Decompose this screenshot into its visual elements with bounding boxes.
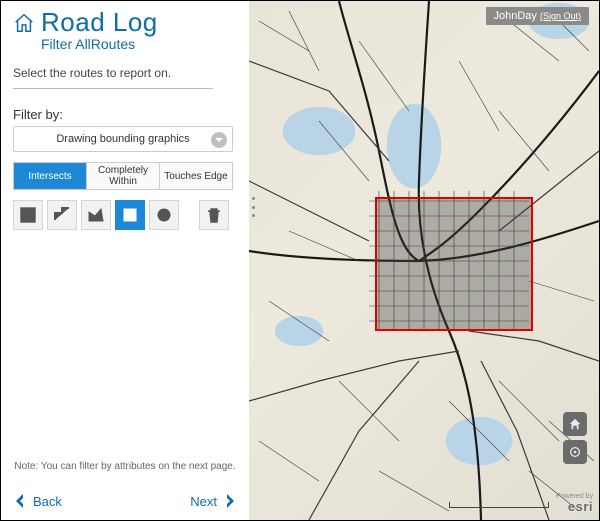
app-title: Road Log xyxy=(41,7,158,38)
title-row: Road Log xyxy=(13,7,237,38)
map-controls xyxy=(563,412,587,464)
segment-completely-within[interactable]: Completely Within xyxy=(87,163,160,189)
next-button[interactable]: Next xyxy=(190,492,239,510)
selection-bounding-box[interactable] xyxy=(375,197,533,331)
chevron-right-icon xyxy=(221,492,239,510)
home-extent-button[interactable] xyxy=(563,412,587,436)
tool-rectangle[interactable] xyxy=(115,200,145,230)
locate-button[interactable] xyxy=(563,440,587,464)
segment-intersects[interactable]: Intersects xyxy=(14,163,87,189)
panel-resize-handle[interactable] xyxy=(250,197,256,217)
user-badge: JohnDay (Sign Out) xyxy=(486,7,590,25)
nav-row: Back Next xyxy=(11,492,239,510)
filter-dropdown[interactable]: Drawing bounding graphics xyxy=(13,126,233,152)
segment-touches-edge[interactable]: Touches Edge xyxy=(160,163,232,189)
spatial-relation-segments: Intersects Completely Within Touches Edg… xyxy=(13,162,233,190)
tool-polygon[interactable] xyxy=(81,200,111,230)
draw-tools xyxy=(13,200,237,230)
filter-dropdown-value: Drawing bounding graphics xyxy=(56,133,189,145)
instruction-text: Select the routes to report on. xyxy=(13,66,237,80)
filter-by-label: Filter by: xyxy=(13,107,237,122)
next-label: Next xyxy=(190,494,217,509)
instruction-underline xyxy=(13,88,213,89)
home-icon xyxy=(13,12,35,34)
footer-note: Note: You can filter by attributes on th… xyxy=(1,461,249,472)
back-button[interactable]: Back xyxy=(11,492,62,510)
map-viewport[interactable]: JohnDay (Sign Out) Powered by esri xyxy=(249,1,599,520)
tool-circle[interactable] xyxy=(149,200,179,230)
back-label: Back xyxy=(33,494,62,509)
app-root: Road Log Filter AllRoutes Select the rou… xyxy=(0,0,600,521)
sign-out-link[interactable]: (Sign Out) xyxy=(540,11,581,21)
tool-point[interactable] xyxy=(13,200,43,230)
left-panel: Road Log Filter AllRoutes Select the rou… xyxy=(1,1,249,520)
tool-polyline[interactable] xyxy=(47,200,77,230)
scale-bar xyxy=(449,502,549,508)
tool-delete[interactable] xyxy=(199,200,229,230)
user-name: JohnDay xyxy=(494,10,537,22)
chevron-down-icon xyxy=(211,132,227,148)
app-subtitle: Filter AllRoutes xyxy=(41,36,237,52)
attribution: esri xyxy=(568,499,593,514)
chevron-left-icon xyxy=(11,492,29,510)
